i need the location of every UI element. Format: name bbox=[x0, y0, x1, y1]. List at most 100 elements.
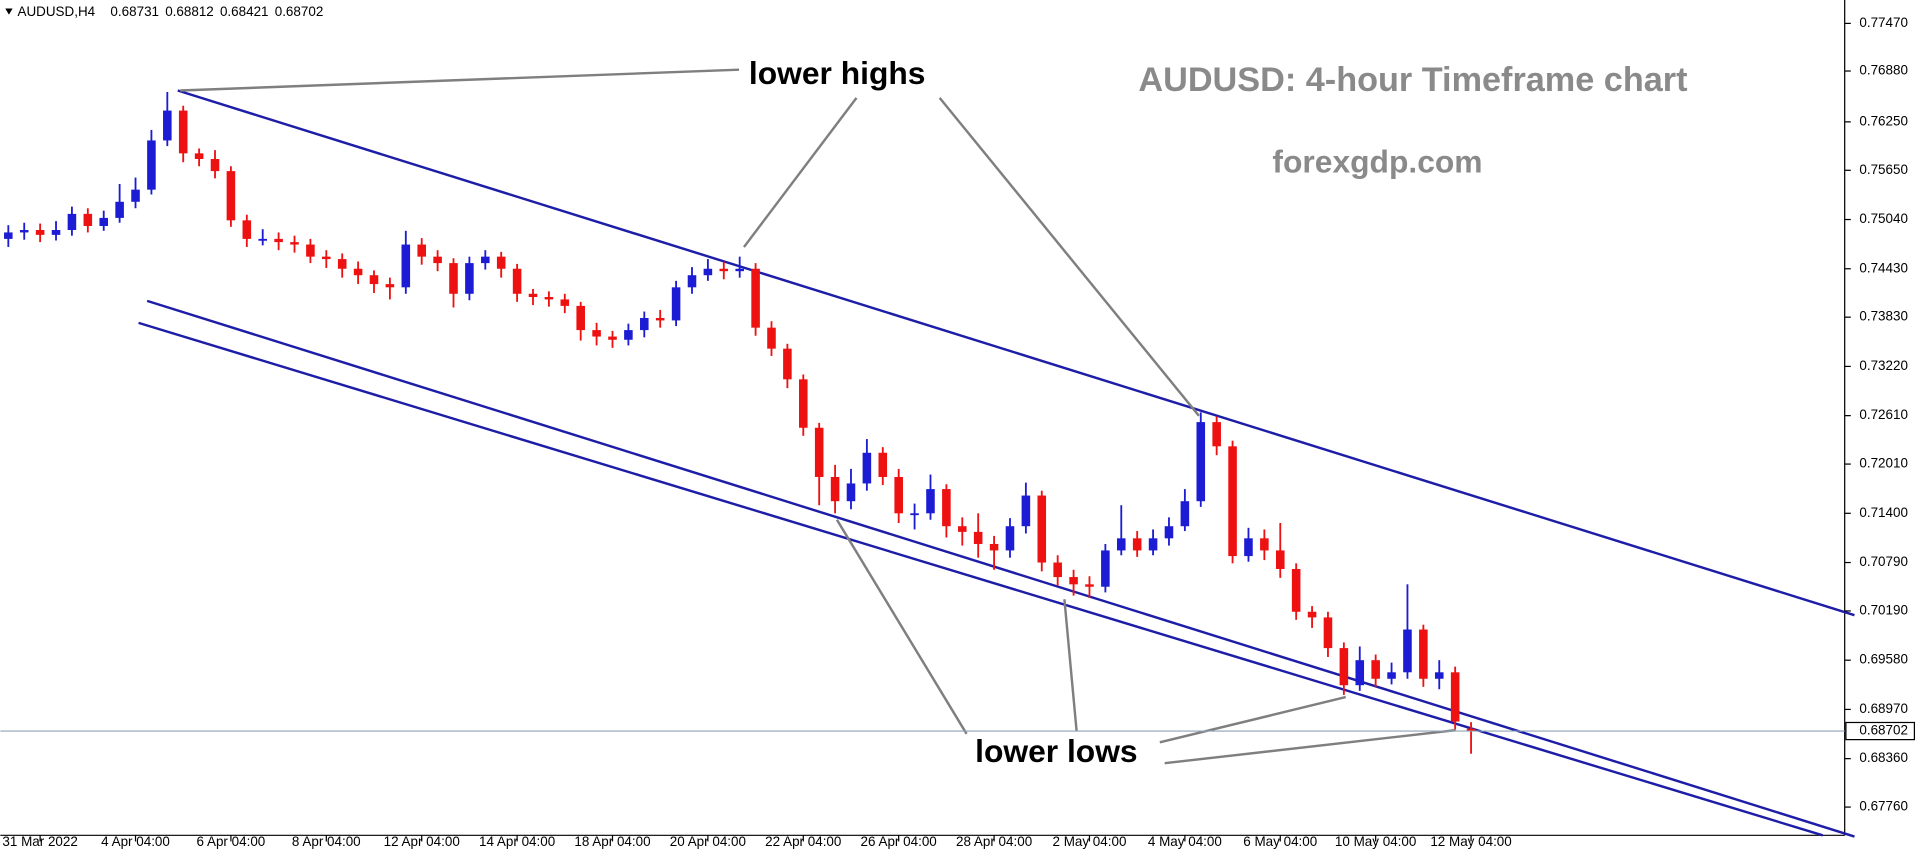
x-tick-label: 8 Apr 04:00 bbox=[292, 834, 361, 849]
candle-body bbox=[353, 268, 363, 276]
x-tick-label: 4 Apr 04:00 bbox=[101, 834, 170, 849]
x-tick-label: 6 Apr 04:00 bbox=[197, 834, 266, 849]
candle-body bbox=[1212, 422, 1221, 447]
x-tick-label: 31 Mar 2022 bbox=[2, 834, 77, 849]
y-tick-label: 0.68360 bbox=[1859, 750, 1908, 765]
candle-body bbox=[1101, 550, 1110, 587]
candle-body bbox=[322, 256, 331, 260]
chart-subtitle: forexgdp.com bbox=[1272, 143, 1482, 179]
candle-body bbox=[799, 379, 808, 428]
y-tick-label: 0.76250 bbox=[1859, 113, 1908, 128]
pointer-line bbox=[938, 97, 1200, 417]
candle-body bbox=[1307, 611, 1317, 618]
x-tick-label: 22 Apr 04:00 bbox=[765, 834, 841, 849]
candle-body bbox=[258, 238, 267, 241]
candle-body bbox=[1371, 660, 1380, 679]
pointer-line bbox=[835, 519, 968, 735]
candle-body bbox=[862, 452, 872, 484]
x-tick-label: 20 Apr 04:00 bbox=[670, 834, 746, 849]
candle-body bbox=[783, 348, 792, 380]
price-tag-box bbox=[1845, 721, 1916, 741]
candle-body bbox=[401, 244, 411, 288]
candle-body bbox=[115, 201, 124, 218]
candle-body bbox=[576, 305, 585, 331]
candle-body bbox=[178, 110, 188, 154]
candle-body bbox=[51, 230, 61, 235]
candle-body bbox=[4, 232, 13, 239]
candle-body bbox=[767, 327, 776, 349]
candle-body bbox=[290, 242, 299, 245]
candle-body bbox=[958, 526, 967, 532]
candle-body bbox=[624, 330, 633, 340]
pointer-line bbox=[180, 68, 740, 92]
candle-body bbox=[910, 513, 919, 516]
x-tick-label: 18 Apr 04:00 bbox=[574, 834, 650, 849]
middle-channel-line bbox=[146, 299, 1855, 838]
candle-body bbox=[1450, 672, 1460, 722]
candle-body bbox=[528, 293, 538, 298]
candle-body bbox=[1228, 446, 1237, 557]
candle-body bbox=[544, 297, 554, 300]
candle-body bbox=[1164, 526, 1174, 539]
pointer-line bbox=[1164, 728, 1456, 765]
y-tick-label: 0.75040 bbox=[1859, 211, 1908, 226]
candle-body bbox=[147, 140, 156, 190]
candle-body bbox=[1069, 577, 1078, 585]
price-tag: 0.68702 bbox=[1859, 723, 1908, 738]
y-tick-label: 0.69580 bbox=[1859, 652, 1908, 667]
candle-body bbox=[194, 153, 204, 159]
candle-body bbox=[131, 189, 140, 202]
candle-body bbox=[1148, 538, 1158, 551]
candle-body bbox=[449, 263, 458, 294]
ohlc-header: 0.68731 0.68812 0.68421 0.68702 bbox=[110, 4, 323, 19]
candle-body bbox=[1260, 538, 1269, 551]
candle-body bbox=[719, 268, 729, 272]
candle-body bbox=[1434, 672, 1444, 679]
y-tick-label: 0.72610 bbox=[1859, 407, 1908, 422]
y-tick-label: 0.67760 bbox=[1859, 799, 1908, 814]
y-tick-label: 0.74430 bbox=[1859, 260, 1908, 275]
candle-body bbox=[210, 158, 220, 172]
candle-body bbox=[369, 275, 379, 285]
x-tick-label: 26 Apr 04:00 bbox=[861, 834, 937, 849]
candle-body bbox=[1387, 672, 1396, 679]
channel-lines bbox=[138, 89, 1855, 838]
candle-body bbox=[560, 299, 570, 306]
y-tick-label: 0.76880 bbox=[1859, 63, 1908, 78]
y-tick-label: 0.68970 bbox=[1859, 701, 1908, 716]
x-tick-label: 2 May 04:00 bbox=[1052, 834, 1126, 849]
candle-body bbox=[814, 427, 824, 477]
y-tick-label: 0.70190 bbox=[1859, 603, 1908, 618]
candle-body bbox=[67, 213, 77, 231]
candle-body bbox=[703, 268, 713, 276]
candle-body bbox=[608, 336, 617, 340]
candle-body bbox=[385, 284, 395, 288]
candle-body bbox=[481, 256, 490, 264]
y-tick-label: 0.71400 bbox=[1859, 505, 1908, 520]
x-tick-label: 12 Apr 04:00 bbox=[384, 834, 460, 849]
candle-body bbox=[1053, 562, 1062, 578]
candle-body bbox=[1275, 550, 1285, 569]
x-tick-label: 28 Apr 04:00 bbox=[956, 834, 1032, 849]
candle-body bbox=[1037, 495, 1047, 563]
chart-title: AUDUSD: 4-hour Timeframe chart bbox=[1138, 61, 1687, 99]
candle-body bbox=[19, 230, 29, 233]
candle-body bbox=[878, 452, 888, 477]
candle-body bbox=[1466, 728, 1476, 732]
candle-body bbox=[1132, 538, 1142, 551]
menu-arrow[interactable] bbox=[5, 8, 13, 15]
annotation: lower highs bbox=[749, 55, 926, 91]
candle-body bbox=[1291, 568, 1301, 612]
candle-body bbox=[35, 230, 45, 235]
candle-body bbox=[687, 275, 697, 288]
candle-body bbox=[99, 217, 108, 226]
header-close: 0.68702 bbox=[275, 4, 324, 19]
candle-body bbox=[1196, 422, 1206, 502]
candle-body bbox=[1403, 629, 1412, 673]
candle-body bbox=[1419, 629, 1428, 679]
header-high: 0.68812 bbox=[165, 4, 214, 19]
candle-body bbox=[655, 317, 665, 321]
candle-body bbox=[671, 287, 681, 321]
